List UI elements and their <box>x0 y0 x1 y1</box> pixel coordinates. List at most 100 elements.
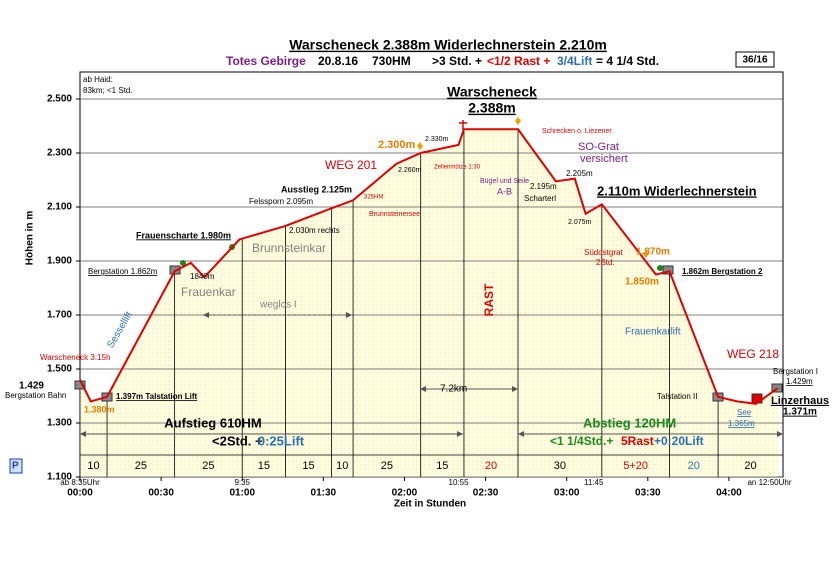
annotation: Frauenscharte 1.980m <box>136 230 231 240</box>
subtitle-part: 3/4Lift <box>557 54 592 68</box>
annotation: 2.300m <box>378 139 416 151</box>
annotation: Bergstation Bahn <box>5 391 66 400</box>
y-tick-label: 1.300 <box>47 418 72 429</box>
segment-label: 25 <box>381 460 393 472</box>
annotation: Warscheneck <box>447 84 537 100</box>
annotation: 2.205m <box>566 169 593 178</box>
x-tick-label: 04:00 <box>716 488 742 499</box>
annotation: A-B <box>497 186 512 196</box>
chart-title: Warscheneck 2.388m Widerlechnerstein 2.2… <box>289 37 607 53</box>
annotation: P <box>12 461 19 472</box>
annotation: 1840m <box>190 272 215 281</box>
y-tick-label: 1.900 <box>47 256 72 267</box>
x-tick-label: 02:00 <box>392 488 418 499</box>
annotation: 7.2km <box>440 384 467 395</box>
annotation: 325HM <box>364 195 383 201</box>
x-tick-label: 03:00 <box>554 488 580 499</box>
waypoint-diamond <box>417 142 423 150</box>
annotation: 2.388m <box>468 100 515 116</box>
annotation: 83km; <1 Std. <box>83 86 133 95</box>
p-box <box>9 458 23 474</box>
annotation: 1.397m Talstation Lift <box>116 392 198 401</box>
annotation: Bergstation 1.862m <box>88 267 158 276</box>
y-tick-label: 2.500 <box>47 94 72 105</box>
annotation: Frauenkar <box>181 285 236 299</box>
annotation: ab Haid: <box>83 75 113 84</box>
annotation: Zellenmütze 1:30 <box>434 165 481 171</box>
annotation: Felssporn 2.095m <box>249 197 313 206</box>
annotation: Brunnsteinkar <box>252 241 326 255</box>
y-tick-label: 1.500 <box>47 364 72 375</box>
annotation: 1.429m <box>786 377 813 386</box>
arrow-head <box>518 431 524 437</box>
waypoint-dot <box>180 260 186 266</box>
annotation: Talstation II <box>657 392 697 401</box>
waypoint-dot <box>657 265 663 271</box>
clock-label: 10:55 <box>449 478 470 487</box>
segment-label: 15 <box>436 460 448 472</box>
x-tick-label: 00:30 <box>148 488 174 499</box>
segment-label: 15 <box>258 460 270 472</box>
badge: 36/16 <box>742 55 767 66</box>
annotation: versichert <box>580 153 628 165</box>
annotation: +0:20Lift <box>654 434 704 448</box>
subtitle-part: = 4 1/4 Std. <box>596 54 659 68</box>
segment-label: 15 <box>302 460 314 472</box>
annotation: 2.110m Widerlechnerstein <box>597 183 757 198</box>
clock-label: 11:45 <box>584 478 604 487</box>
x-axis-label: Zeit in Stunden <box>394 499 466 510</box>
annotation: Frauenkarlift <box>625 327 681 338</box>
annotation: 1.850m <box>625 277 659 288</box>
annotation: Brunnsteinersee <box>369 211 420 218</box>
annotation: Scharterl <box>524 194 556 203</box>
arrow-head <box>512 386 518 392</box>
annotation: WEG 201 <box>325 158 377 172</box>
profile-line <box>79 128 779 405</box>
annotation: 1.429 <box>19 381 44 392</box>
annotation: 2Std. <box>596 258 615 267</box>
annotation: Abstieg 120HM <box>583 415 676 430</box>
annotation: 2.030m rechts <box>289 226 340 235</box>
annotation: 2.195m <box>530 182 557 191</box>
annotation: 1.380m <box>84 404 115 414</box>
segment-label: 10 <box>87 460 99 472</box>
arrow-head <box>777 431 783 437</box>
subtitle-part: Totes Gebirge <box>226 54 306 68</box>
x-tick-label: 00:00 <box>67 488 93 499</box>
annotation: 1.371m <box>783 407 817 418</box>
segment-label: 20 <box>485 460 497 472</box>
annotation: 2.330m <box>425 136 449 143</box>
waypoint-diamond <box>515 117 521 125</box>
annotation: RAST <box>482 283 496 316</box>
area <box>80 129 778 478</box>
segment-label: 10 <box>336 460 348 472</box>
arrow-head <box>80 431 86 437</box>
annotation: Schrecken o. Liezener <box>542 128 612 135</box>
segment-label: 20 <box>744 460 756 472</box>
annotation: Warscheneck 3:15h <box>40 353 110 362</box>
x-tick-label: 01:00 <box>229 488 255 499</box>
segment-label: 25 <box>135 460 147 472</box>
subtitle-part: <1/2 Rast + <box>487 54 550 68</box>
clock-label: ab 8:35Uhr <box>60 478 100 487</box>
segment-label: 5+20 <box>623 460 648 472</box>
annotation: Bergstation I <box>773 367 818 376</box>
annotation: 0:25Lift <box>258 433 305 448</box>
segment-label: 20 <box>688 460 700 472</box>
y-tick-label: 2.300 <box>47 148 72 159</box>
station-icon <box>662 265 674 275</box>
annotation: Bügel und Seile <box>480 178 529 185</box>
annotation: SO-Grat <box>578 141 619 153</box>
x-tick-label: 03:30 <box>635 488 661 499</box>
annotation: Südostgrat <box>584 248 623 257</box>
segment-label: 30 <box>554 460 566 472</box>
annotation: 5Rast <box>621 434 654 448</box>
annotation: 2.075m <box>568 219 592 226</box>
segment-label: 25 <box>202 460 214 472</box>
annotation: 1.862m Bergstation 2 <box>682 267 763 276</box>
subtitle-part: >3 Std. + <box>432 54 482 68</box>
annotation: See <box>737 408 752 417</box>
clock-label: an 12:50Uhr <box>747 478 791 487</box>
x-tick-label: 01:30 <box>311 488 337 499</box>
